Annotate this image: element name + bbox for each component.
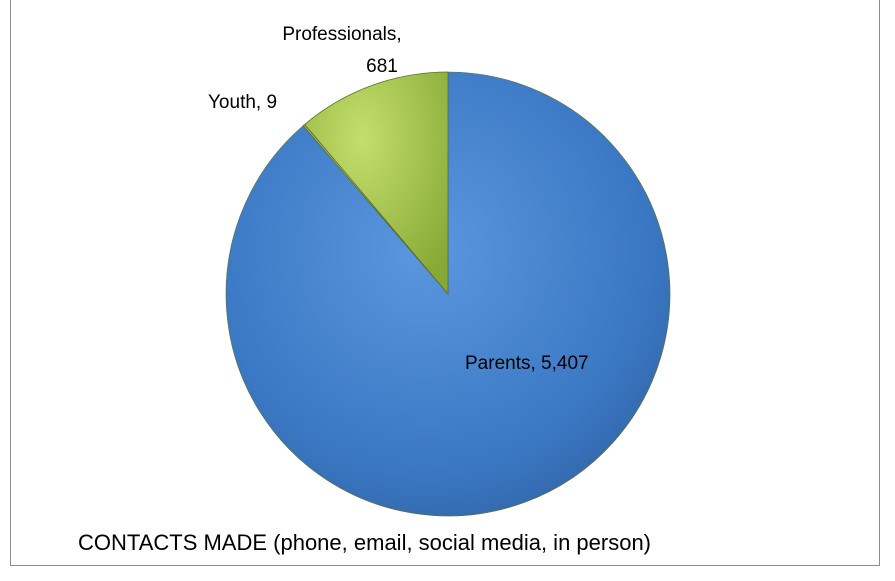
- data-label-parents: Parents, 5,407: [465, 353, 589, 374]
- data-label-professionals: Professionals,: [282, 24, 401, 45]
- pie-labels: Parents, 5,407 Youth, 9 Professionals, 681: [208, 24, 589, 374]
- pie-slices: [225, 71, 671, 517]
- pie-slice-professionals: [304, 71, 449, 296]
- data-label-youth: Youth, 9: [208, 92, 277, 113]
- data-label-professionals-value: 681: [366, 56, 398, 77]
- chart-caption: CONTACTS MADE (phone, email, social medi…: [78, 530, 651, 555]
